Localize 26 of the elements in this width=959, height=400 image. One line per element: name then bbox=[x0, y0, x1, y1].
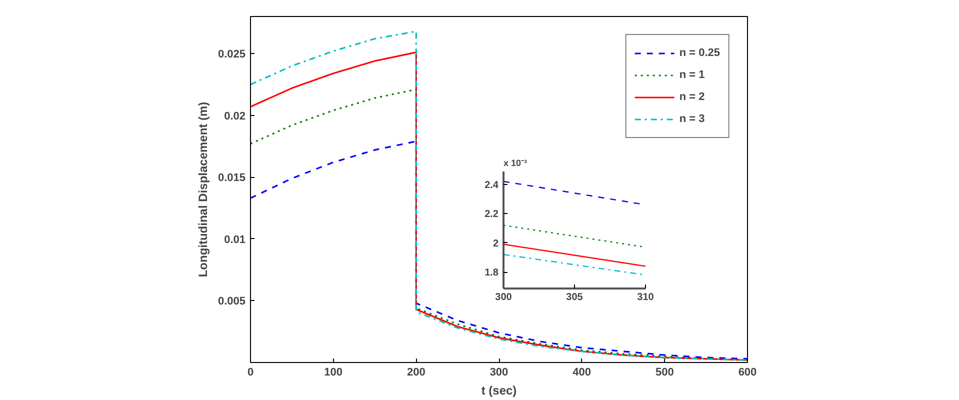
y-tick-label: 0.01 bbox=[224, 234, 246, 246]
legend-label: n = 2 bbox=[679, 90, 705, 105]
x-tick-label: 600 bbox=[738, 366, 757, 378]
y-tick-label: 2.4 bbox=[484, 180, 499, 191]
x-tick-label: 200 bbox=[406, 366, 426, 378]
y-axis-title: Longitudinal Displacement (m) bbox=[196, 102, 210, 278]
x-tick-label: 310 bbox=[637, 292, 654, 304]
annotation: x 10⁻³ bbox=[504, 158, 528, 168]
y-tick-label: 0.025 bbox=[218, 48, 246, 61]
x-tick-label: 100 bbox=[324, 366, 343, 378]
legend-label: n = 0.25 bbox=[679, 46, 720, 61]
x-tick-label: 0 bbox=[247, 366, 254, 378]
y-tick-label: 0.005 bbox=[218, 296, 246, 308]
x-axis-title: t (sec) bbox=[481, 384, 517, 398]
x-tick-label: 500 bbox=[655, 366, 674, 378]
y-tick-label: 2.2 bbox=[484, 209, 499, 220]
x-tick-label: 300 bbox=[495, 292, 512, 304]
legend-label: n = 1 bbox=[679, 68, 705, 83]
y-tick-label: 0.015 bbox=[218, 172, 246, 184]
x-tick-label: 300 bbox=[490, 366, 508, 378]
y-tick-label: 2 bbox=[492, 238, 499, 250]
y-tick-label: 1.8 bbox=[484, 268, 499, 279]
x-tick-label: 400 bbox=[572, 366, 592, 378]
y-tick-label: 0.02 bbox=[224, 110, 246, 122]
legend-label: n = 3 bbox=[679, 112, 705, 127]
x-tick-label: 305 bbox=[566, 292, 584, 304]
